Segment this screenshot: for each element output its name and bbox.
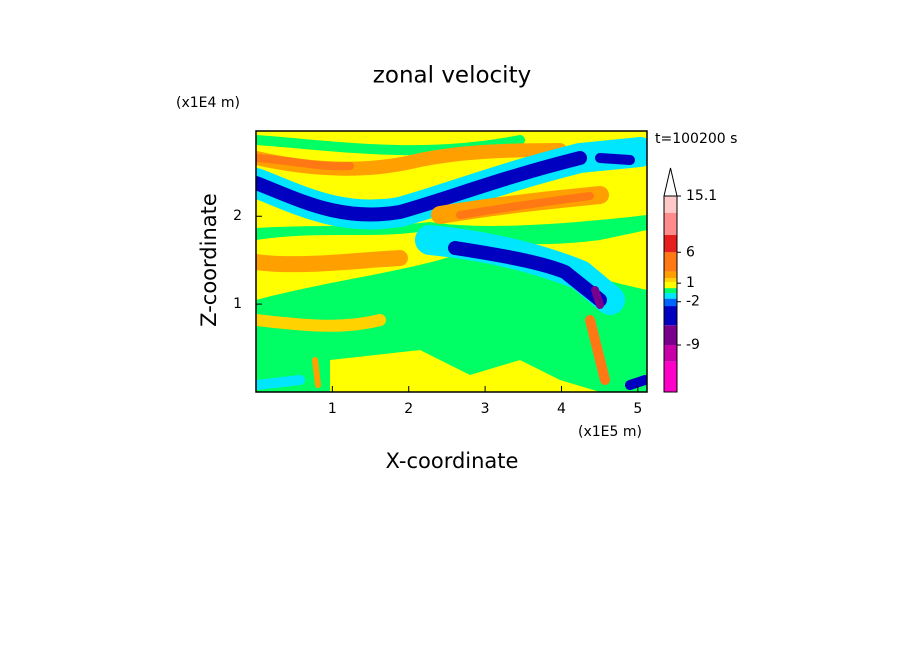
colorbar-tick-label: 6 bbox=[686, 244, 695, 260]
annotation: t=100200 s bbox=[655, 131, 737, 147]
y-unit: (x1E4 m) bbox=[176, 95, 240, 111]
colorbar-band bbox=[664, 212, 677, 235]
contour-field bbox=[256, 131, 647, 392]
x-tick-label: 5 bbox=[633, 401, 642, 417]
y-tick-label: 2 bbox=[233, 208, 242, 224]
colorbar-band bbox=[664, 345, 677, 362]
x-tick-label: 2 bbox=[404, 401, 413, 417]
colorbar-frame bbox=[663, 195, 678, 393]
y-axis-label: Z-coordinate bbox=[197, 193, 221, 327]
colorbar-band bbox=[664, 281, 677, 289]
colorbar-band bbox=[664, 293, 677, 299]
x-unit: (x1E5 m) bbox=[578, 424, 642, 440]
colorbar-band bbox=[664, 288, 677, 294]
x-axis-label: X-coordinate bbox=[386, 449, 519, 473]
colorbar-band bbox=[664, 361, 677, 392]
y-tick-label: 1 bbox=[233, 296, 242, 312]
chart-title: zonal velocity bbox=[373, 63, 531, 89]
x-tick-label: 4 bbox=[557, 401, 566, 417]
colorbar-band bbox=[664, 298, 677, 307]
x-tick-label: 1 bbox=[328, 401, 337, 417]
x-tick-label: 3 bbox=[481, 401, 490, 417]
colorbar-band bbox=[664, 278, 677, 282]
colorbar-tick-label: 15.1 bbox=[686, 188, 717, 204]
colorbar-tick-label: -2 bbox=[686, 294, 700, 310]
colorbar-extension bbox=[663, 167, 678, 197]
colorbar-band bbox=[664, 196, 677, 213]
colorbar-band bbox=[664, 325, 677, 346]
colorbar-tick-label: -9 bbox=[686, 337, 700, 353]
plot-frame bbox=[255, 130, 648, 393]
colorbar-band bbox=[664, 306, 677, 326]
colorbar-band bbox=[664, 252, 677, 272]
colorbar-band bbox=[664, 271, 677, 279]
colorbar-band bbox=[664, 234, 677, 253]
colorbar-tick-label: 1 bbox=[686, 275, 695, 291]
